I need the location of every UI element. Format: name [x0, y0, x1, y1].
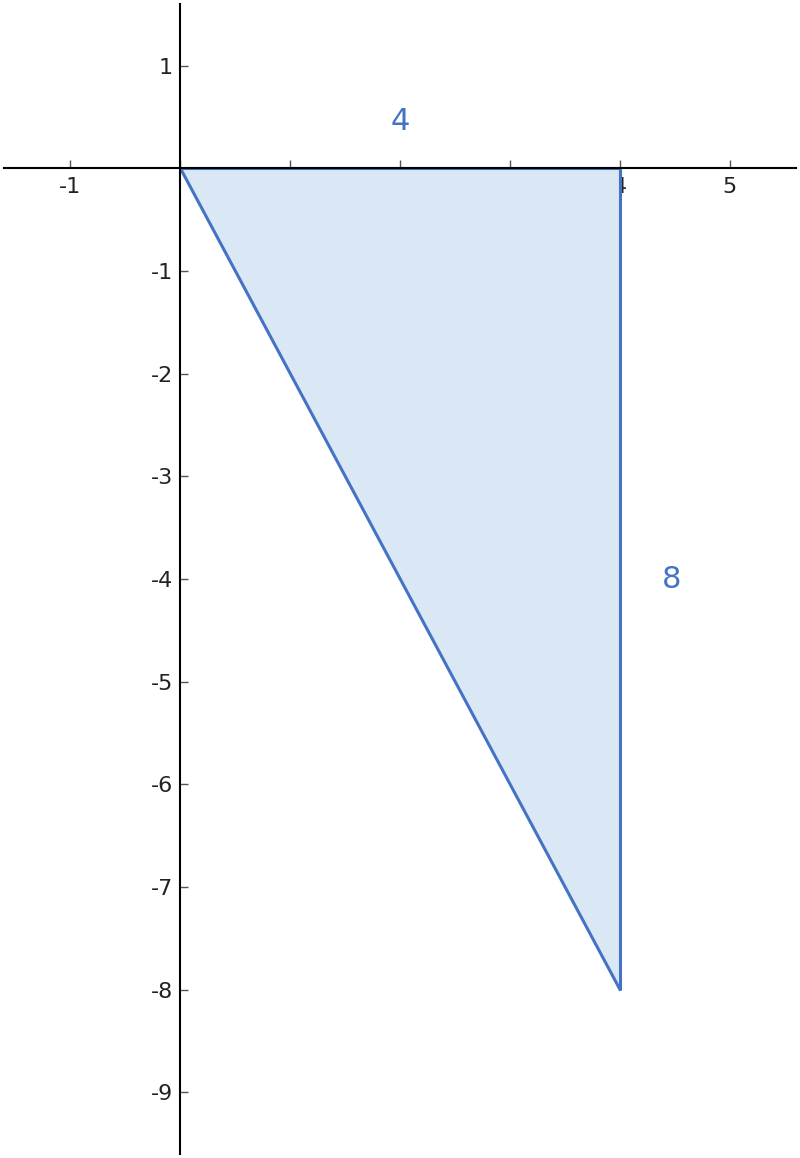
Polygon shape	[180, 168, 620, 990]
Text: 4: 4	[390, 107, 410, 135]
Text: 8: 8	[662, 564, 681, 594]
